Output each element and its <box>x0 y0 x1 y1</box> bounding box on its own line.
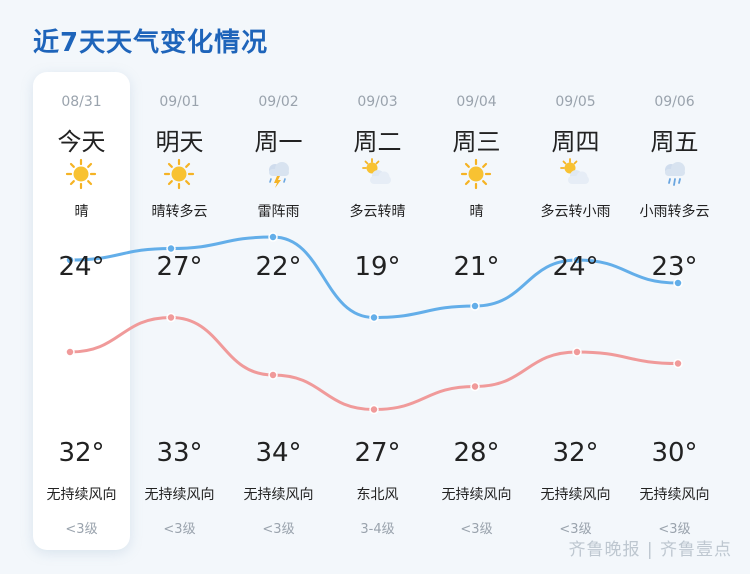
day-date: 08/31 <box>61 94 102 110</box>
page-title: 近7天天气变化情况 <box>33 28 269 58</box>
temperature-point <box>673 358 683 369</box>
day-name: 周三 <box>452 128 501 156</box>
day-date: 09/04 <box>456 94 497 110</box>
day-name: 今天 <box>57 128 106 156</box>
day-name: 周五 <box>650 128 699 156</box>
temperature-high-label: 22° <box>255 252 302 282</box>
wind-direction: 无持续风向 <box>639 487 710 503</box>
day-column[interactable]: 09/03 周二 多云转晴 19° 27° 东北风 3-4级 <box>328 72 427 550</box>
temperature-point <box>369 404 379 415</box>
day-column[interactable]: 09/01 明天 晴转多云 27° 33° 无持续风向 <3级 <box>130 72 229 550</box>
wind-direction: 东北风 <box>356 487 399 503</box>
weather-condition: 晴 <box>469 204 484 220</box>
day-date: 09/01 <box>159 94 200 110</box>
day-name: 周二 <box>353 128 402 156</box>
wind-level: <3级 <box>460 522 493 537</box>
temperature-low-label: 30° <box>651 438 698 468</box>
temperature-low-label: 33° <box>156 438 203 468</box>
day-column[interactable]: 09/04 周三 晴 21° 28° 无持续风向 <3级 <box>427 72 526 550</box>
day-column[interactable]: 09/02 周一 雷阵雨 22° 34° 无持续风向 <3级 <box>229 72 328 550</box>
temperature-point <box>673 278 683 288</box>
wind-direction: 无持续风向 <box>540 487 611 503</box>
temperature-low-label: 34° <box>255 438 302 468</box>
wind-level: <3级 <box>163 522 196 537</box>
temperature-point <box>166 312 176 323</box>
wind-level: <3级 <box>65 522 98 537</box>
temperature-high-label: 27° <box>156 252 203 282</box>
thunderstorm-icon <box>262 158 294 190</box>
wind-direction: 无持续风向 <box>243 487 314 503</box>
temperature-point <box>470 301 480 311</box>
day-column[interactable]: 09/06 周五 小雨转多云 23° 30° 无持续风向 <3级 <box>625 72 724 550</box>
weather-condition: 多云转晴 <box>349 204 406 220</box>
temperature-point <box>369 312 379 323</box>
temperature-point <box>572 255 582 265</box>
watermark: 齐鲁晚报 | 齐鲁壹点 <box>568 540 732 560</box>
wind-level: <3级 <box>262 522 295 537</box>
partly-cloudy-icon <box>559 158 591 190</box>
day-name: 周一 <box>254 128 303 156</box>
temperature-low-label: 32° <box>58 438 105 468</box>
day-name: 周四 <box>551 128 600 156</box>
temperature-point <box>572 347 582 357</box>
temperature-point <box>470 381 480 392</box>
temperature-point <box>268 232 278 242</box>
weather-condition: 晴 <box>74 204 89 220</box>
temperature-point <box>268 370 278 380</box>
temperature-high-label: 19° <box>354 252 401 282</box>
temperature-point <box>65 347 75 357</box>
temperature-high-label: 21° <box>453 252 500 282</box>
day-name: 明天 <box>155 128 204 156</box>
sun-icon <box>460 158 492 190</box>
wind-direction: 无持续风向 <box>441 487 512 503</box>
sun-icon <box>65 158 97 190</box>
temperature-high-label: 24° <box>58 252 105 282</box>
weather-condition: 雷阵雨 <box>257 204 300 220</box>
wind-direction: 无持续风向 <box>144 487 215 503</box>
temperature-point <box>166 243 176 254</box>
wind-direction: 无持续风向 <box>46 487 117 503</box>
wind-level: <3级 <box>559 522 592 537</box>
day-column[interactable]: 09/05 周四 多云转小雨 24° 32° 无持续风向 <3级 <box>526 72 625 550</box>
weather-condition: 多云转小雨 <box>540 204 611 220</box>
day-date: 09/05 <box>555 94 596 110</box>
temperature-low-label: 27° <box>354 438 401 468</box>
day-date: 09/03 <box>357 94 398 110</box>
temperature-point <box>65 255 75 265</box>
temperature-high-label: 23° <box>651 252 698 282</box>
wind-level: 3-4级 <box>360 522 395 537</box>
weather-condition: 小雨转多云 <box>639 204 710 220</box>
day-date: 09/02 <box>258 94 299 110</box>
partly-cloudy-icon <box>361 158 393 190</box>
temperature-low-label: 32° <box>552 438 599 468</box>
temperature-high-label: 24° <box>552 252 599 282</box>
light-rain-icon <box>658 158 690 190</box>
wind-level: <3级 <box>658 522 691 537</box>
weather-condition: 晴转多云 <box>151 204 208 220</box>
today-card <box>33 72 130 550</box>
day-date: 09/06 <box>654 94 695 110</box>
sun-icon <box>163 158 195 190</box>
day-column[interactable]: 08/31 今天 晴 24° 32° 无持续风向 <3级 <box>32 72 131 550</box>
temperature-low-label: 28° <box>453 438 500 468</box>
